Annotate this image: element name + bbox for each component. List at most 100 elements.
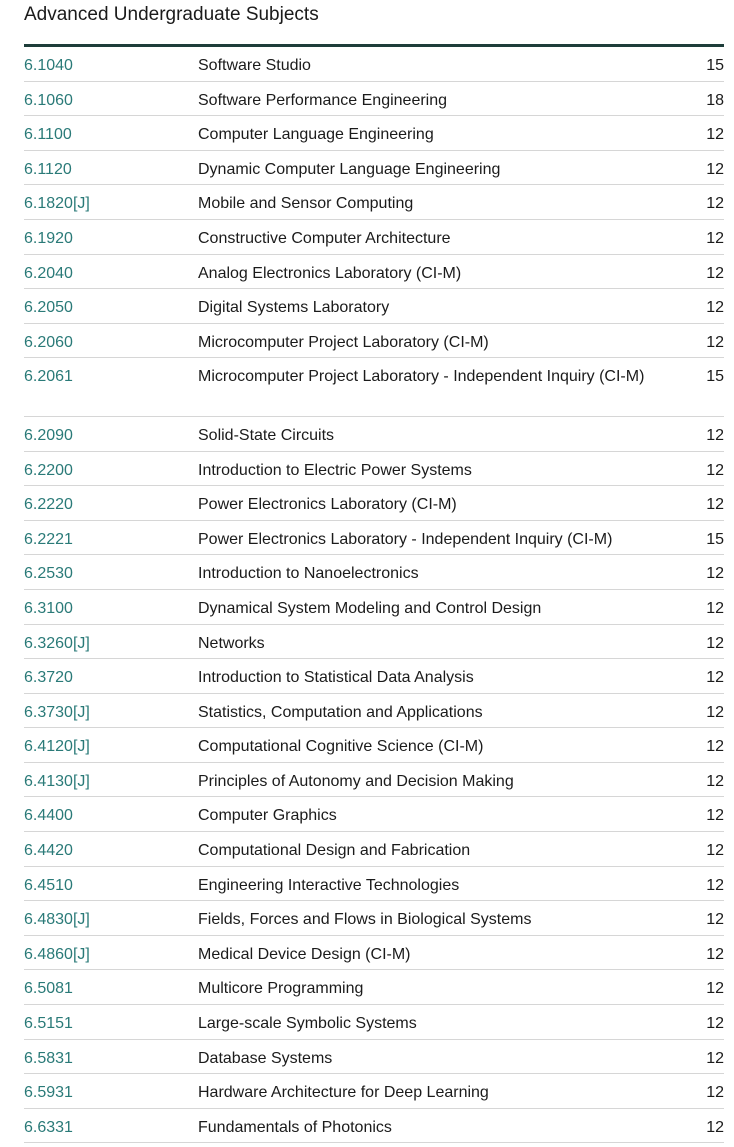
subject-code-link[interactable]: 6.5151 — [24, 1015, 73, 1033]
subject-name: Database Systems — [198, 1049, 333, 1067]
table-row: 6.5081 Multicore Programming 12 — [24, 970, 724, 1006]
table-row: 6.6331 Fundamentals of Photonics 12 — [24, 1109, 724, 1144]
subject-units: 12 — [706, 634, 724, 652]
subject-units: 12 — [706, 807, 724, 825]
table-row: 6.1120 Dynamic Computer Language Engineer… — [24, 151, 724, 186]
subject-name: Software Studio — [198, 57, 311, 74]
table-row: 6.1040 Software Studio 15 — [24, 47, 724, 82]
subject-units: 12 — [706, 333, 724, 351]
subject-name: Constructive Computer Architecture — [198, 229, 451, 247]
subjects-section: Advanced Undergraduate Subjects 6.1040 So… — [24, 0, 724, 1144]
subject-code-link[interactable]: 6.1820[J] — [24, 195, 90, 213]
subject-units: 12 — [706, 496, 724, 514]
subject-code-link[interactable]: 6.1100 — [24, 126, 72, 144]
subject-units: 15 — [706, 57, 724, 74]
table-row: 6.4830[J] Fields, Forces and Flows in Bio… — [24, 901, 724, 936]
subject-code-link[interactable]: 6.3720 — [24, 669, 73, 687]
subject-code-link[interactable]: 6.1060 — [24, 91, 73, 109]
subject-code-link[interactable]: 6.1920 — [24, 229, 73, 247]
subject-name: Computer Graphics — [198, 807, 337, 825]
subject-units: 12 — [706, 126, 724, 144]
subject-code-link[interactable]: 6.2061 — [24, 368, 73, 386]
table-row: 6.1820[J] Mobile and Sensor Computing 12 — [24, 185, 724, 220]
subject-code-link[interactable]: 6.2040 — [24, 264, 73, 282]
subject-name: Dynamical System Modeling and Control De… — [198, 599, 542, 617]
subject-units: 12 — [706, 842, 724, 860]
subject-name: Microcomputer Project Laboratory (CI-M) — [198, 333, 489, 351]
subject-units: 12 — [706, 703, 724, 721]
subject-units: 12 — [706, 160, 724, 178]
subject-units: 15 — [706, 530, 724, 548]
subject-code-link[interactable]: 6.2050 — [24, 299, 73, 317]
subject-name: Introduction to Statistical Data Analysi… — [198, 669, 474, 687]
table-row: 6.1100 Computer Language Engineering 12 — [24, 116, 724, 151]
subject-name: Microcomputer Project Laboratory - Indep… — [198, 368, 645, 386]
subjects-table: 6.1040 Software Studio 15 6.1060 Software Pe… — [24, 47, 724, 1144]
table-row: 6.2200 Introduction to Electric Power Sys… — [24, 452, 724, 487]
subject-code-link[interactable]: 6.2530 — [24, 565, 73, 583]
subject-name: Fundamentals of Photonics — [198, 1118, 392, 1136]
subject-code-link[interactable]: 6.4130[J] — [24, 772, 90, 790]
subject-name: Power Electronics Laboratory (CI-M) — [198, 496, 457, 514]
subject-name: Multicore Programming — [198, 980, 364, 998]
subject-code-link[interactable]: 6.2060 — [24, 333, 73, 351]
subject-units: 12 — [706, 1049, 724, 1067]
table-row: 6.2090 Solid-State Circuits 12 — [24, 417, 724, 452]
table-row: 6.3100 Dynamical System Modeling and Cont… — [24, 590, 724, 625]
table-row: 6.4130[J] Principles of Autonomy and Deci… — [24, 763, 724, 798]
subject-name: Engineering Interactive Technologies — [198, 876, 460, 894]
subject-code-link[interactable]: 6.2090 — [24, 426, 73, 444]
subject-units: 12 — [706, 426, 724, 444]
subject-name: Introduction to Electric Power Systems — [198, 461, 472, 479]
subject-code-link[interactable]: 6.3730[J] — [24, 703, 90, 721]
subject-code-link[interactable]: 6.4120[J] — [24, 738, 90, 756]
table-row: 6.4420 Computational Design and Fabricati… — [24, 832, 724, 867]
subject-code-link[interactable]: 6.4830[J] — [24, 911, 90, 929]
table-row: 6.4860[J] Medical Device Design (CI-M) 12 — [24, 936, 724, 971]
table-row: 6.2061 Microcomputer Project Laboratory -… — [24, 358, 724, 417]
subject-units: 12 — [706, 1118, 724, 1136]
subject-code-link[interactable]: 6.4860[J] — [24, 945, 90, 963]
subject-code-link[interactable]: 6.4510 — [24, 876, 73, 894]
subject-name: Medical Device Design (CI-M) — [198, 945, 411, 963]
table-row: 6.5831 Database Systems 12 — [24, 1040, 724, 1075]
subject-code-link[interactable]: 6.5931 — [24, 1084, 73, 1102]
subject-name: Software Performance Engineering — [198, 91, 448, 109]
header-rule — [24, 44, 724, 47]
subject-name: Digital Systems Laboratory — [198, 299, 390, 317]
subject-name: Analog Electronics Laboratory (CI-M) — [198, 264, 462, 282]
subject-name: Principles of Autonomy and Decision Maki… — [198, 772, 514, 790]
subject-code-link[interactable]: 6.1120 — [24, 160, 72, 178]
subject-name: Mobile and Sensor Computing — [198, 195, 414, 213]
subject-code-link[interactable]: 6.3100 — [24, 599, 73, 617]
section-title: Advanced Undergraduate Subjects — [24, 4, 319, 25]
subject-name: Solid-State Circuits — [198, 426, 335, 444]
subject-code-link[interactable]: 6.1040 — [24, 57, 73, 74]
subject-units: 12 — [706, 876, 724, 894]
table-row: 6.2060 Microcomputer Project Laboratory (… — [24, 324, 724, 359]
table-row: 6.5931 Hardware Architecture for Deep Lea… — [24, 1074, 724, 1109]
subject-name: Dynamic Computer Language Engineering — [198, 160, 501, 178]
subject-units: 12 — [706, 980, 724, 998]
subject-units: 12 — [706, 565, 724, 583]
table-row: 6.3730[J] Statistics, Computation and App… — [24, 694, 724, 729]
subject-code-link[interactable]: 6.6331 — [24, 1118, 73, 1136]
subject-units: 12 — [706, 1015, 724, 1033]
subject-units: 12 — [706, 599, 724, 617]
subject-name: Fields, Forces and Flows in Biological S… — [198, 911, 532, 929]
table-row: 6.2220 Power Electronics Laboratory (CI-M… — [24, 486, 724, 521]
subject-units: 12 — [706, 299, 724, 317]
subject-name: Large-scale Symbolic Systems — [198, 1015, 417, 1033]
table-row: 6.4400 Computer Graphics 12 — [24, 797, 724, 833]
subject-code-link[interactable]: 6.2220 — [24, 496, 73, 514]
subject-code-link[interactable]: 6.5831 — [24, 1049, 73, 1067]
subject-code-link[interactable]: 6.2221 — [24, 530, 73, 548]
subject-units: 12 — [706, 945, 724, 963]
subject-code-link[interactable]: 6.5081 — [24, 980, 73, 998]
table-row: 6.3720 Introduction to Statistical Data A… — [24, 659, 724, 694]
subject-code-link[interactable]: 6.4420 — [24, 842, 73, 860]
subject-code-link[interactable]: 6.3260[J] — [24, 634, 90, 652]
subject-code-link[interactable]: 6.4400 — [24, 807, 73, 825]
subject-units: 12 — [706, 772, 724, 790]
subject-code-link[interactable]: 6.2200 — [24, 461, 73, 479]
